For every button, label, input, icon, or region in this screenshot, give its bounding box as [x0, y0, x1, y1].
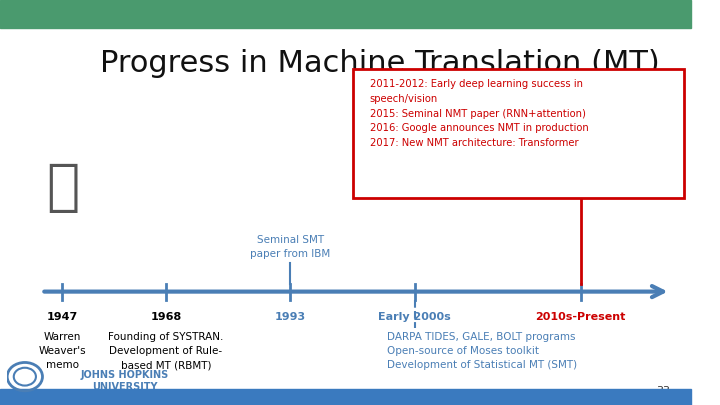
Text: JOHNS HOPKINS
UNIVERSITY: JOHNS HOPKINS UNIVERSITY [81, 370, 168, 392]
Text: 👤: 👤 [46, 161, 80, 215]
Text: Seminal SMT
paper from IBM: Seminal SMT paper from IBM [250, 235, 330, 259]
Bar [0, 0, 691, 28]
Text: DARPA TIDES, GALE, BOLT programs
Open-source of Moses toolkit
Development of Sta: DARPA TIDES, GALE, BOLT programs Open-so… [387, 332, 577, 370]
Text: 1968: 1968 [150, 312, 181, 322]
Text: Progress in Machine Translation (MT): Progress in Machine Translation (MT) [100, 49, 660, 78]
FancyBboxPatch shape [353, 69, 684, 198]
Text: 1993: 1993 [275, 312, 306, 322]
Text: 2010s-Present: 2010s-Present [536, 312, 626, 322]
Text: 2011-2012: Early deep learning success in
speech/vision
2015: Seminal NMT paper : 2011-2012: Early deep learning success i… [370, 79, 588, 148]
Text: 33: 33 [657, 386, 670, 396]
FancyArrowPatch shape [44, 286, 663, 297]
Bar [0, 389, 691, 405]
Text: Founding of SYSTRAN.
Development of Rule-
based MT (RBMT): Founding of SYSTRAN. Development of Rule… [108, 332, 224, 370]
Text: Early 2000s: Early 2000s [379, 312, 451, 322]
Text: 1947: 1947 [47, 312, 78, 322]
Text: Warren
Weaver's
memo: Warren Weaver's memo [38, 332, 86, 370]
